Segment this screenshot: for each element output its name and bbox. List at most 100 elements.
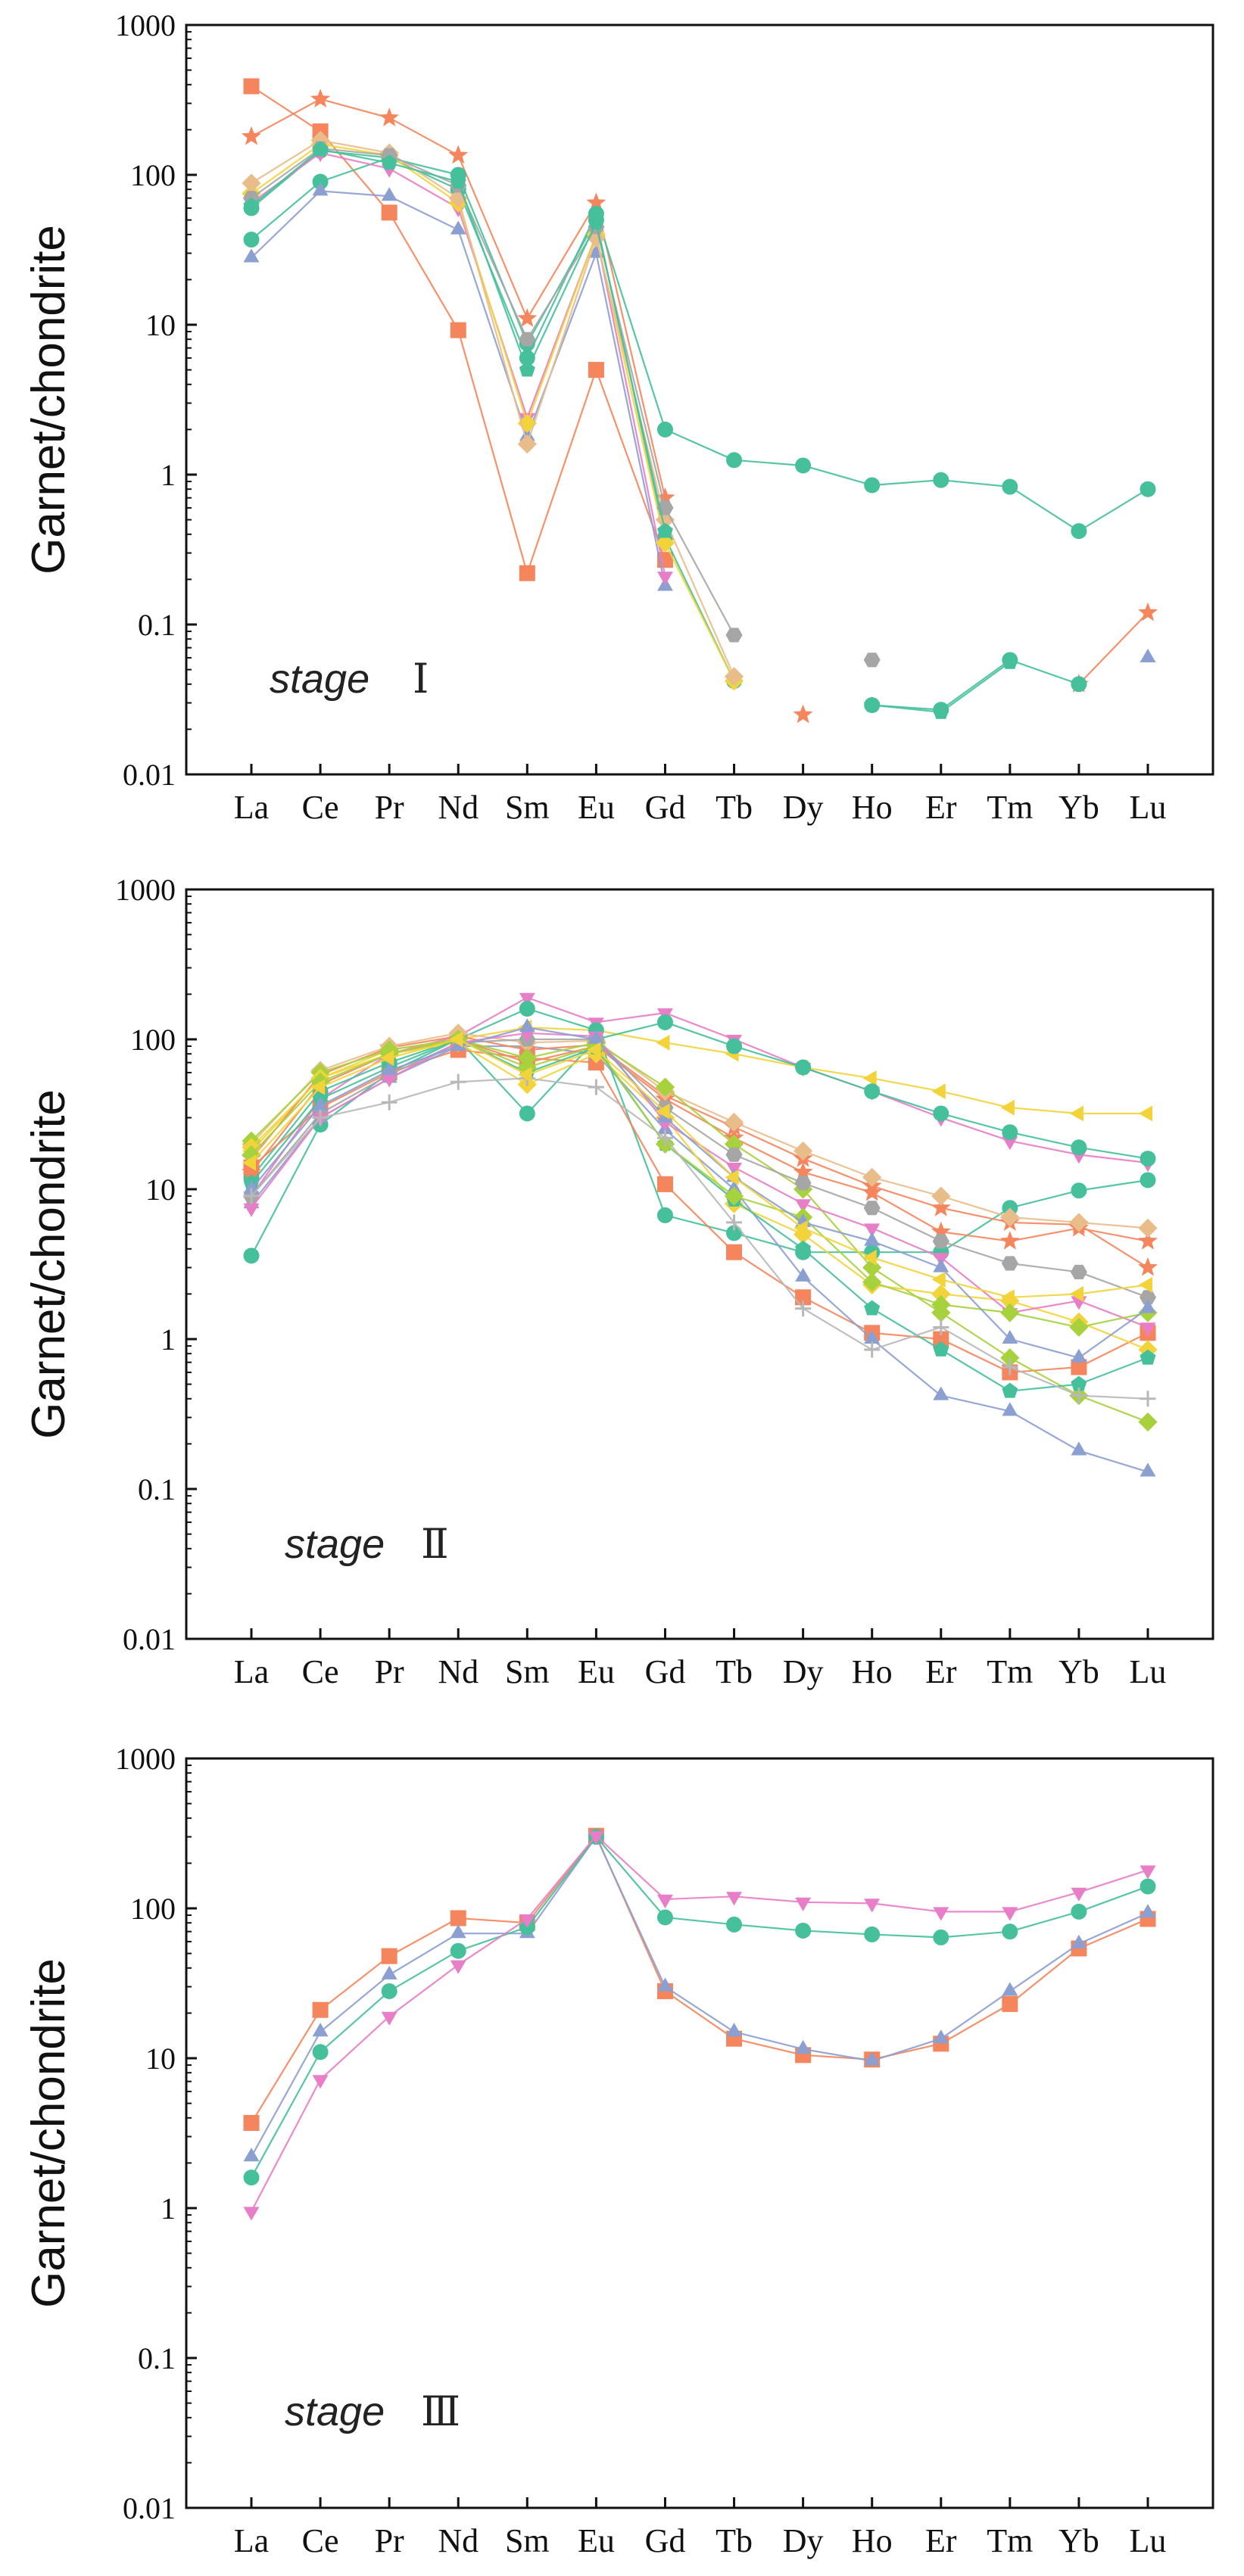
series-line-segment bbox=[733, 1222, 804, 1310]
data-point-tm bbox=[1002, 1907, 1018, 1921]
data-point-tm bbox=[1001, 1256, 1018, 1271]
series-I-3 bbox=[243, 149, 1156, 540]
series-line-segment bbox=[665, 1095, 734, 1128]
x-tick-label-pr: Pr bbox=[375, 2522, 404, 2559]
data-point-ce bbox=[310, 89, 331, 107]
series-line-segment bbox=[595, 1045, 666, 1145]
series-line-segment bbox=[1009, 1293, 1079, 1298]
data-point-la bbox=[242, 173, 261, 193]
series-line-segment bbox=[388, 1081, 459, 1104]
data-point-la bbox=[243, 2148, 260, 2162]
data-point-ho bbox=[864, 696, 881, 712]
x-tick-label-tb: Tb bbox=[716, 789, 753, 826]
y-tick-label: 10 bbox=[145, 308, 176, 342]
data-point-tb bbox=[724, 667, 744, 687]
series-line-segment bbox=[803, 464, 872, 487]
series-line-segment bbox=[595, 1049, 666, 1113]
data-point-tb bbox=[726, 1244, 743, 1260]
data-point-ce bbox=[312, 173, 329, 190]
series-line-segment bbox=[803, 1930, 872, 1936]
stage-label-number: Ⅰ bbox=[413, 656, 429, 702]
series-line-segment bbox=[388, 162, 459, 183]
series-line-segment bbox=[734, 1895, 803, 1903]
data-point-gd bbox=[656, 421, 673, 438]
series-line-segment bbox=[251, 1077, 321, 1148]
y-axis-title: Garnet/chondrite bbox=[23, 1089, 75, 1439]
chart-panel-stage-1: 0.01 0.1 1 10 100 1000 La Ce Pr Nd Sm Eu Gd Tb Dy Ho Er… bbox=[23, 8, 1214, 826]
data-point-yb bbox=[1069, 1285, 1083, 1302]
data-point-er bbox=[931, 1271, 946, 1288]
series-I-4 bbox=[243, 182, 1156, 662]
series-line-segment bbox=[1078, 1221, 1149, 1229]
series-line-segment bbox=[320, 157, 390, 183]
series-line-segment bbox=[1009, 1140, 1080, 1156]
series-line-segment bbox=[458, 1077, 528, 1083]
data-point-la bbox=[243, 1248, 260, 1264]
series-line-segment bbox=[251, 2079, 322, 2212]
data-point-er bbox=[933, 1258, 949, 1272]
data-point-tm bbox=[1002, 1359, 1018, 1375]
data-point-dy bbox=[793, 1141, 813, 1161]
data-point-yb bbox=[1069, 1213, 1089, 1232]
series-line-segment bbox=[734, 1923, 803, 1932]
series-line-segment bbox=[1009, 1312, 1080, 1328]
series-line-segment bbox=[251, 1105, 321, 1190]
x-tick-label-er: Er bbox=[925, 2522, 957, 2559]
series-line-segment bbox=[871, 1227, 942, 1259]
series-line-segment bbox=[1078, 1179, 1149, 1191]
series-line-segment bbox=[1078, 1886, 1149, 1913]
data-point-tb bbox=[726, 2023, 742, 2037]
data-point-lu bbox=[1138, 602, 1158, 621]
data-point-gd bbox=[655, 533, 675, 553]
series-line-segment bbox=[320, 1955, 390, 2011]
data-point-pr bbox=[381, 187, 398, 201]
data-point-ho bbox=[862, 1182, 882, 1201]
series-line-segment bbox=[458, 1917, 528, 1924]
data-point-dy bbox=[795, 1240, 812, 1256]
x-tick-label-sm: Sm bbox=[505, 789, 550, 826]
data-point-tb bbox=[726, 1225, 743, 1241]
data-point-nd bbox=[450, 1924, 466, 1939]
stage-label-number: Ⅱ bbox=[421, 1522, 449, 1567]
series-line-segment bbox=[457, 154, 528, 319]
series-line-segment bbox=[388, 1964, 459, 2017]
x-tick-label-la: La bbox=[234, 2522, 269, 2559]
series-line-segment bbox=[320, 1053, 390, 1083]
x-tick-label-yb: Yb bbox=[1058, 2522, 1099, 2559]
data-point-ho bbox=[864, 1341, 881, 1358]
data-point-lu bbox=[1138, 1231, 1158, 1250]
series-line-segment bbox=[871, 1240, 942, 1269]
y-tick-label: 1 bbox=[161, 1322, 176, 1357]
data-point-la bbox=[243, 2207, 260, 2221]
series-line-segment bbox=[527, 1026, 597, 1041]
series-line-segment bbox=[251, 1086, 321, 1163]
data-point-tm bbox=[1002, 1402, 1018, 1416]
y-tick-label: 100 bbox=[130, 1023, 176, 1057]
series-line-segment bbox=[940, 1338, 1011, 1373]
series-line-segment bbox=[1009, 1262, 1080, 1273]
data-point-sm bbox=[517, 1057, 537, 1077]
chart-panel-stage-2: 0.01 0.1 1 10 100 1000 La Ce Pr Nd Sm Eu Gd Tb Dy Ho Er… bbox=[23, 873, 1214, 1690]
data-point-ho bbox=[864, 1083, 881, 1100]
x-tick-label-yb: Yb bbox=[1058, 1653, 1099, 1690]
series-line-segment bbox=[1009, 1221, 1079, 1226]
data-point-yb bbox=[1069, 1105, 1083, 1122]
series-line-segment bbox=[320, 1073, 390, 1114]
series-line-segment bbox=[388, 1917, 459, 1958]
series-line-segment bbox=[665, 1895, 734, 1901]
series-III-3 bbox=[243, 1829, 1156, 2186]
series-line-segment bbox=[734, 1126, 804, 1160]
data-point-er bbox=[931, 1083, 946, 1100]
data-point-pr bbox=[381, 1073, 398, 1088]
series-line-segment bbox=[940, 1279, 1011, 1298]
y-tick-label: 0.1 bbox=[138, 2341, 176, 2375]
data-point-la bbox=[243, 198, 260, 213]
series-line-segment bbox=[1009, 1366, 1080, 1397]
y-tick-label: 1 bbox=[161, 2191, 176, 2226]
series-line-segment bbox=[871, 1902, 941, 1913]
series-line-segment bbox=[320, 1045, 390, 1072]
chart-panel-stage-3: 0.01 0.1 1 10 100 1000 La Ce Pr Nd Sm Eu Gd Tb Dy Ho Er… bbox=[23, 1742, 1214, 2559]
series-line-segment bbox=[803, 1296, 873, 1334]
data-point-lu bbox=[1140, 648, 1156, 662]
x-tick-label-ho: Ho bbox=[852, 1653, 893, 1690]
